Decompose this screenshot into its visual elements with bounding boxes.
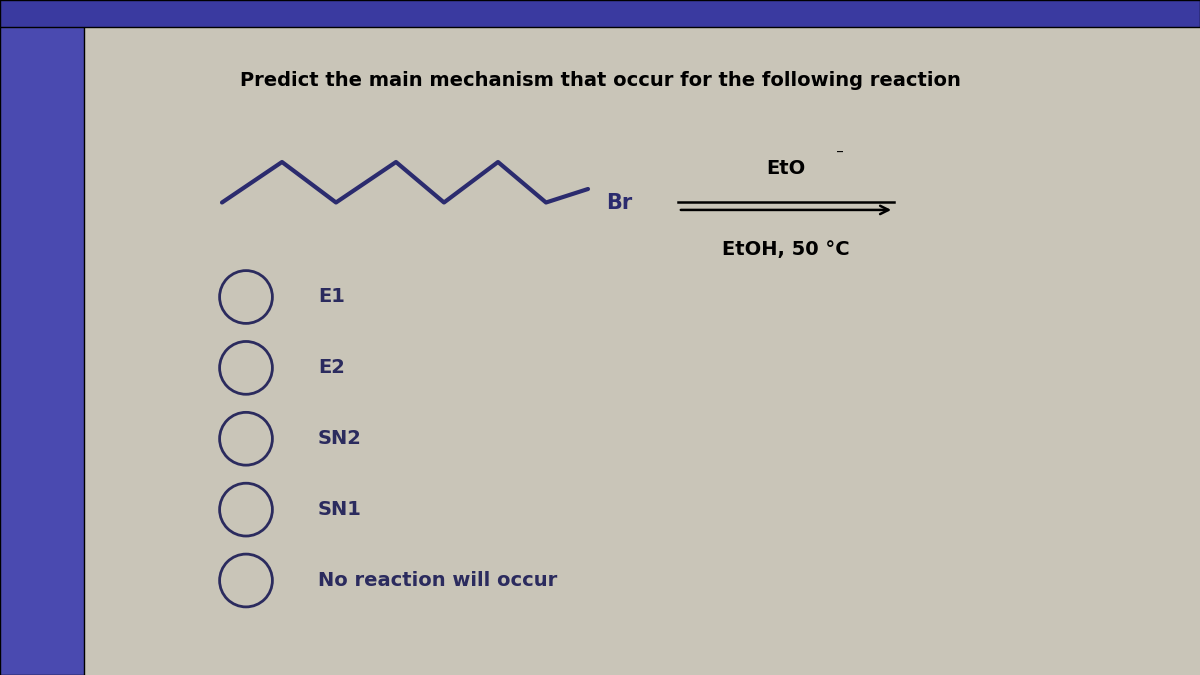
Text: Predict the main mechanism that occur for the following reaction: Predict the main mechanism that occur fo…: [240, 72, 960, 90]
Text: SN2: SN2: [318, 429, 362, 448]
Text: SN1: SN1: [318, 500, 362, 519]
Text: Br: Br: [606, 192, 632, 213]
Text: EtO: EtO: [767, 159, 805, 178]
Text: EtOH, 50 °C: EtOH, 50 °C: [722, 240, 850, 259]
Text: ⁻: ⁻: [836, 148, 844, 163]
Text: No reaction will occur: No reaction will occur: [318, 571, 557, 590]
Text: E2: E2: [318, 358, 344, 377]
FancyBboxPatch shape: [0, 0, 84, 675]
FancyBboxPatch shape: [0, 0, 1200, 27]
Text: E1: E1: [318, 288, 344, 306]
